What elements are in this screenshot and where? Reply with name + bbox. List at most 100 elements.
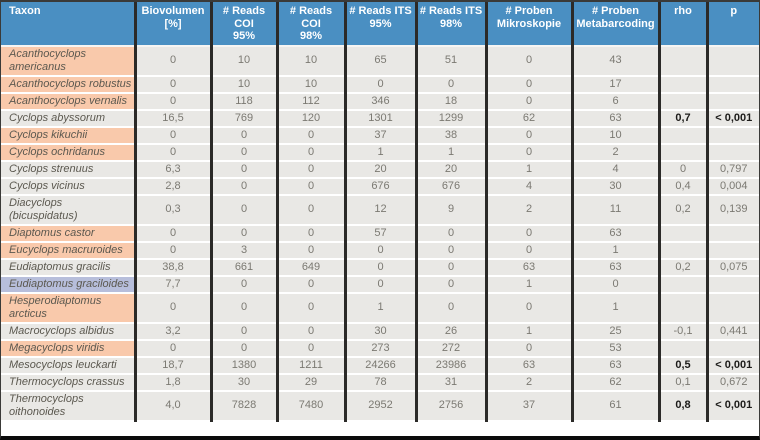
value-cell: 63 [484,356,572,375]
value-cell: 0 [343,258,416,277]
value-cell: 0 [275,339,345,358]
value-cell: 118 [209,92,277,111]
p-cell [705,126,759,145]
table-row: Acanthocyclops americanus 0 10 10 65 51 0 43 [1,45,759,77]
value-cell: 1 [570,292,659,324]
table-row: Megacyclops viridis 0 0 0 273 272 0 53 [1,339,759,358]
value-cell: 3,2 [133,322,211,341]
value-cell: 25 [570,322,659,341]
value-cell: 0 [275,143,345,162]
value-cell: 0 [133,126,211,145]
column-header-reads-its-98: # Reads ITS 98% [414,2,486,47]
value-cell: 43 [570,45,659,77]
value-cell: 1211 [275,356,345,375]
value-cell: 30 [209,373,277,392]
value-cell: 10 [209,75,277,94]
value-cell: 0 [133,224,211,243]
value-cell: 273 [343,339,416,358]
taxon-name: Cyclops ochridanus [1,143,135,162]
value-cell: 0 [209,322,277,341]
value-cell: 6,3 [133,160,211,179]
value-cell: 1 [570,241,659,260]
value-cell: 0 [414,241,486,260]
value-cell: 0 [209,160,277,179]
value-cell: 1 [484,322,572,341]
p-cell: 0,139 [705,194,759,226]
value-cell: 0 [484,224,572,243]
value-cell: 1 [343,292,416,324]
value-cell: 53 [570,339,659,358]
value-cell: 0 [484,339,572,358]
value-cell: 4 [484,177,572,196]
value-cell: 57 [343,224,416,243]
value-cell: 61 [570,390,659,422]
taxon-name: Diaptomus castor [1,224,135,243]
value-cell: 0 [209,292,277,324]
value-cell: 0 [133,143,211,162]
value-cell: 1299 [414,109,486,128]
rho-cell [657,92,707,111]
taxon-name: Cyclops kikuchii [1,126,135,145]
taxon-name: Mesocyclops leuckarti [1,356,135,375]
value-cell: 0 [414,224,486,243]
rho-cell [657,339,707,358]
value-cell: 0 [133,241,211,260]
value-cell: 37 [484,390,572,422]
taxon-name: Thermocyclops oithonoides [1,390,135,422]
value-cell: 20 [343,160,416,179]
column-header-proben-metabarcoding: # Proben Metabarcoding [570,2,659,47]
table-row: Acanthocyclops robustus 0 10 10 0 0 0 17 [1,75,759,94]
table-row: Diacyclops (bicuspidatus) 0,3 0 0 12 9 2 11 0,2 0… [1,194,759,226]
taxon-name: Acanthocyclops americanus [1,45,135,77]
p-cell [705,224,759,243]
value-cell: 0 [275,322,345,341]
taxon-name: Acanthocyclops robustus [1,75,135,94]
value-cell: 0 [414,292,486,324]
value-cell: 10 [570,126,659,145]
rho-cell: 0,2 [657,258,707,277]
column-header-rho: rho [657,2,707,47]
value-cell: 0 [133,292,211,324]
value-cell: 0 [484,143,572,162]
value-cell: 0 [343,75,416,94]
taxon-name: Cyclops strenuus [1,160,135,179]
value-cell: 0 [209,177,277,196]
column-header-reads-its-95: # Reads ITS 95% [343,2,416,47]
value-cell: 0 [484,75,572,94]
table-row: Eucyclops macruroides 0 3 0 0 0 0 1 [1,241,759,260]
value-cell: 0 [209,143,277,162]
value-cell: 0 [275,126,345,145]
p-cell: 0,672 [705,373,759,392]
value-cell: 63 [570,224,659,243]
value-cell: 16,5 [133,109,211,128]
value-cell: 0 [570,275,659,294]
value-cell: 51 [414,45,486,77]
value-cell: 0 [484,241,572,260]
rho-cell [657,126,707,145]
taxon-name: Diacyclops (bicuspidatus) [1,194,135,226]
value-cell: 0 [414,75,486,94]
rho-cell [657,75,707,94]
value-cell: 12 [343,194,416,226]
value-cell: 649 [275,258,345,277]
rho-cell: 0,2 [657,194,707,226]
value-cell: 2756 [414,390,486,422]
taxon-name: Megacyclops viridis [1,339,135,358]
table-row: Diaptomus castor 0 0 0 57 0 0 63 [1,224,759,243]
value-cell: 2 [484,373,572,392]
value-cell: 11 [570,194,659,226]
value-cell: 346 [343,92,416,111]
table-row: Thermocyclops crassus 1,8 30 29 78 31 2 62 0,1 0,… [1,373,759,392]
value-cell: 0 [275,292,345,324]
value-cell: 63 [570,109,659,128]
table-row: Cyclops vicinus 2,8 0 0 676 676 4 30 0,4 0,004 [1,177,759,196]
column-header-biovolumen: Biovolumen [%] [133,2,211,47]
table-row: Thermocyclops oithonoides 4,0 7828 7480 2952… [1,390,759,422]
table-row: Mesocyclops leuckarti 18,7 1380 1211 24266 23… [1,356,759,375]
p-cell: 0,797 [705,160,759,179]
rho-cell [657,241,707,260]
p-cell [705,339,759,358]
value-cell: 3 [209,241,277,260]
value-cell: 0 [275,275,345,294]
